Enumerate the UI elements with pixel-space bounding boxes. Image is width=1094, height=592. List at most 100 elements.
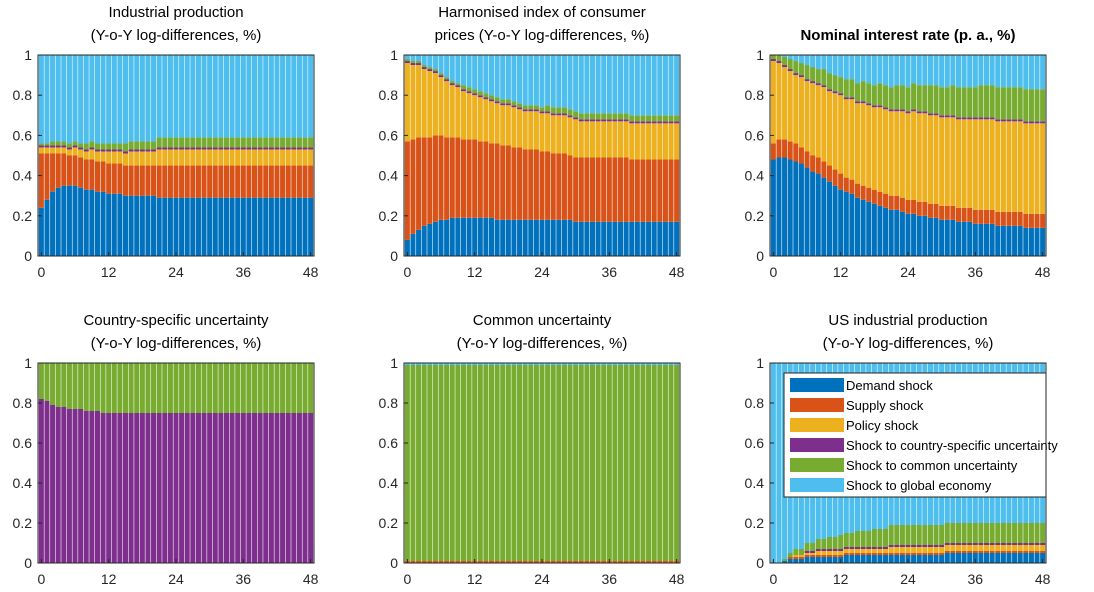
bar-segment — [550, 55, 556, 108]
bar-segment — [995, 225, 1001, 256]
bar-segment — [517, 103, 523, 108]
bar-segment — [950, 553, 956, 563]
bar-segment — [421, 67, 427, 70]
bar-segment — [235, 413, 241, 563]
bar-segment — [950, 543, 956, 545]
bar-segment — [167, 137, 173, 148]
bar-segment — [106, 143, 112, 150]
bar-segment — [438, 73, 444, 76]
bar-segment — [888, 111, 894, 196]
bar-segment — [894, 545, 900, 547]
bar-segment — [291, 165, 297, 198]
bar-segment — [955, 87, 962, 118]
bar-segment — [578, 221, 584, 256]
bar-segment — [472, 93, 478, 96]
bar-segment — [662, 363, 668, 365]
bar-segment — [139, 195, 145, 256]
bar-segment — [280, 363, 286, 413]
y-tick-label: 0.4 — [13, 475, 33, 491]
bar-segment — [899, 547, 905, 553]
bar-segment — [955, 545, 962, 551]
bar-segment — [984, 209, 990, 224]
bar-segment — [505, 103, 511, 106]
x-tick-label: 48 — [303, 264, 319, 280]
bar-segment — [460, 365, 466, 561]
bar-segment — [595, 363, 601, 365]
bar-segment — [444, 81, 450, 138]
bar-segment — [1006, 121, 1012, 212]
bar-segment — [257, 363, 263, 413]
bar-segment — [832, 75, 838, 92]
bar-segment — [601, 157, 607, 222]
bar-segment — [156, 137, 162, 148]
bar-segment — [657, 561, 663, 563]
bar-segment — [1006, 55, 1012, 88]
bar-segment — [916, 555, 922, 563]
bar-segment — [601, 365, 607, 561]
bar-segment — [950, 551, 956, 553]
bar-segment — [151, 195, 157, 256]
bar-segment — [184, 147, 190, 150]
bar-segment — [646, 159, 652, 222]
bar-segment — [511, 365, 517, 561]
x-tick-label: 36 — [236, 571, 252, 587]
bar-segment — [145, 141, 151, 150]
bar-segment — [472, 89, 478, 94]
bar-segment — [989, 55, 995, 86]
x-tick-label: 0 — [403, 264, 411, 280]
bar-segment — [212, 165, 218, 198]
bar-segment — [432, 71, 438, 74]
bar-segment — [561, 55, 567, 108]
bar-segment — [528, 363, 534, 365]
bar-segment — [866, 555, 872, 563]
bar-segment — [978, 119, 984, 210]
bar-segment — [449, 81, 455, 84]
bar-segment — [517, 107, 523, 110]
bar-segment — [556, 115, 562, 154]
bar-segment — [584, 113, 590, 120]
bar-segment — [190, 149, 196, 166]
bar-segment — [38, 143, 44, 146]
bar-segment — [578, 365, 584, 561]
bar-segment — [871, 555, 877, 563]
bar-segment — [308, 149, 314, 166]
bar-segment — [1034, 213, 1040, 228]
bar-segment — [1040, 551, 1046, 553]
bar-segment — [128, 151, 134, 166]
bar-segment — [545, 151, 551, 220]
bar-segment — [776, 55, 782, 62]
bar-segment — [268, 55, 274, 138]
bar-segment — [933, 217, 939, 256]
bar-segment — [151, 141, 157, 150]
bar-segment — [944, 117, 950, 206]
bar-segment — [821, 161, 827, 178]
bar-segment — [606, 55, 612, 114]
bar-segment — [404, 61, 410, 64]
bar-segment — [184, 413, 190, 563]
bar-segment — [263, 137, 269, 148]
bar-segment — [584, 363, 590, 365]
bar-segment — [218, 147, 224, 150]
bar-segment — [595, 157, 601, 222]
bar-segment — [978, 117, 984, 120]
bar-segment — [511, 107, 517, 148]
bar-segment — [404, 55, 410, 60]
bar-segment — [416, 137, 422, 230]
bar-segment — [916, 547, 922, 553]
bar-segment — [494, 97, 500, 102]
bar-segment — [1006, 543, 1012, 545]
bar-segment — [505, 365, 511, 561]
bar-segment — [883, 55, 889, 86]
bar-segment — [505, 561, 511, 563]
bar-segment — [246, 413, 252, 563]
bar-segment — [416, 65, 422, 138]
chart-title: Harmonised index of consumer — [438, 4, 646, 21]
bar-segment — [646, 363, 652, 365]
bar-segment — [967, 87, 973, 118]
bar-segment — [967, 551, 973, 553]
bar-segment — [100, 363, 106, 413]
bar-segment — [66, 409, 72, 563]
bar-segment — [584, 55, 590, 114]
bar-segment — [1040, 55, 1046, 90]
bar-segment — [1012, 119, 1018, 122]
